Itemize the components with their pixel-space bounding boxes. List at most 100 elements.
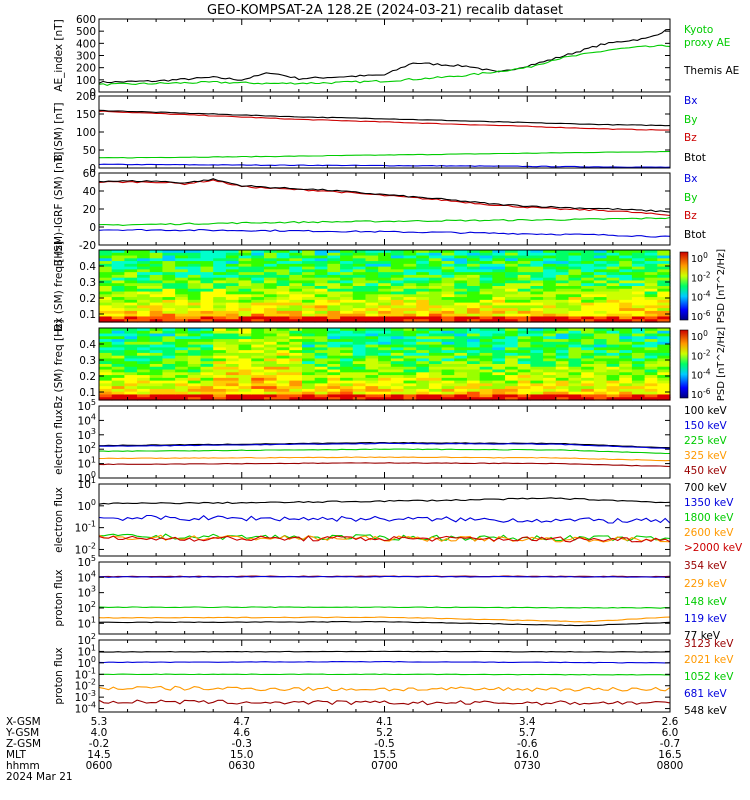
spectrogram-cell: [225, 263, 240, 268]
legend-entry: 354 keV: [684, 560, 728, 572]
spectrogram-cell: [555, 386, 570, 390]
spectrogram-cell: [505, 397, 519, 401]
spectrogram-cell: [263, 305, 278, 309]
spectrogram-cell: [302, 272, 316, 276]
spectrogram-cell: [289, 380, 303, 384]
spectrogram-cell: [162, 280, 176, 284]
spectrogram-cell: [403, 347, 417, 351]
spectrogram-cell: [619, 333, 633, 337]
spectrogram-cell: [289, 366, 303, 371]
spectrogram-cell: [327, 316, 341, 320]
spectrogram-cell: [187, 255, 202, 259]
spectrogram-cell: [441, 347, 455, 351]
spectrogram-cell: [225, 388, 240, 393]
spectrogram-cell: [149, 369, 164, 373]
spectrogram-cell: [581, 330, 595, 335]
spectrogram-cell: [124, 350, 138, 354]
spectrogram-cell: [644, 288, 658, 293]
spectrogram-cell: [644, 336, 658, 340]
spectrogram-cell: [441, 288, 455, 293]
spectrogram-cell: [263, 313, 278, 318]
spectrogram-cell: [365, 299, 379, 304]
spectrogram-cell: [631, 291, 646, 295]
spectrogram-cell: [555, 266, 570, 270]
spectrogram-cell: [644, 377, 658, 382]
spectrogram-cell: [225, 344, 240, 348]
spectrogram-cell: [466, 375, 481, 379]
spectrogram-cell: [479, 364, 493, 368]
spectrogram-cell: [479, 372, 493, 376]
spectrogram-cell: [263, 344, 278, 348]
spectrogram-cell: [479, 288, 493, 293]
spectrogram-cell: [466, 391, 481, 396]
spectrogram-cell: [225, 358, 240, 362]
spectrogram-cell: [568, 383, 582, 387]
spectrogram-cell: [124, 299, 138, 304]
spectrogram-cell: [340, 291, 354, 295]
spectrogram-cell: [466, 369, 481, 373]
spectrogram-cell: [302, 347, 316, 351]
spectrogram-cell: [403, 355, 417, 360]
spectrogram-cell: [162, 377, 176, 382]
spectrogram-cell: [428, 377, 443, 382]
spectrogram-cell: [162, 310, 176, 315]
spectrogram-cell: [403, 380, 417, 384]
spectrogram-cell: [479, 366, 493, 371]
spectrogram-cell: [187, 330, 202, 335]
spectrogram-cell: [555, 263, 570, 268]
spectrogram-cell: [568, 277, 582, 282]
spectrogram-cell: [606, 313, 620, 318]
spectrogram-cell: [403, 358, 417, 362]
spectrogram-cell: [302, 280, 316, 284]
spectrogram-cell: [378, 261, 392, 265]
spectrogram-cell: [187, 375, 202, 379]
spectrogram-cell: [619, 272, 633, 276]
colorbar-tick: 10-4: [691, 290, 711, 304]
spectrogram-cell: [568, 397, 582, 401]
spectrogram-cell: [530, 258, 544, 262]
spectrogram-cell: [327, 372, 341, 376]
spectrogram-cell: [200, 250, 214, 254]
spectrogram-cell: [555, 258, 570, 262]
spectrogram-cell: [340, 313, 354, 318]
spectrogram-cell: [441, 297, 455, 301]
spectrogram-cell: [263, 394, 278, 398]
spectrogram-cell: [416, 369, 430, 373]
spectrogram-cell: [593, 377, 608, 382]
spectrogram-cell: [555, 391, 570, 396]
spectrogram-cell: [251, 344, 265, 348]
spectrogram-cell: [327, 394, 341, 398]
spectrogram-cell: [251, 258, 265, 262]
spectrogram-cell: [365, 263, 379, 268]
spectrogram-cell: [416, 266, 430, 270]
spectrogram-cell: [213, 250, 227, 254]
spectrogram-cell: [390, 372, 405, 376]
spectrogram-cell: [187, 328, 202, 332]
spectrogram-cell: [162, 369, 176, 373]
spectrogram-cell: [644, 280, 658, 284]
spectrogram-cell: [593, 336, 608, 340]
spectrogram-cell: [352, 333, 367, 337]
spectrogram-cell: [327, 288, 341, 293]
spectrogram-cell: [416, 302, 430, 306]
spectrogram-cell: [593, 366, 608, 371]
spectrogram-cell: [225, 375, 240, 379]
spectrogram-cell: [175, 302, 189, 306]
spectrogram-cell: [99, 352, 113, 357]
spectrogram-cell: [543, 386, 557, 390]
spectrogram-cell: [644, 355, 658, 360]
spectrogram-cell: [111, 375, 125, 379]
spectrogram-cell: [593, 291, 608, 295]
spectrogram-cell: [644, 386, 658, 390]
spectrogram-cell: [517, 277, 532, 282]
spectrogram-cell: [365, 310, 379, 315]
spectrogram-cell: [365, 274, 379, 279]
spectrogram-cell: [175, 263, 189, 268]
y-tick-label: 40: [83, 186, 96, 198]
spectrogram-cell: [505, 291, 519, 295]
spectrogram-cell: [124, 358, 138, 362]
spectrogram-cell: [492, 341, 506, 346]
spectrogram-cell: [517, 383, 532, 387]
spectrogram-cell: [238, 288, 252, 293]
spectrogram-cell: [213, 358, 227, 362]
